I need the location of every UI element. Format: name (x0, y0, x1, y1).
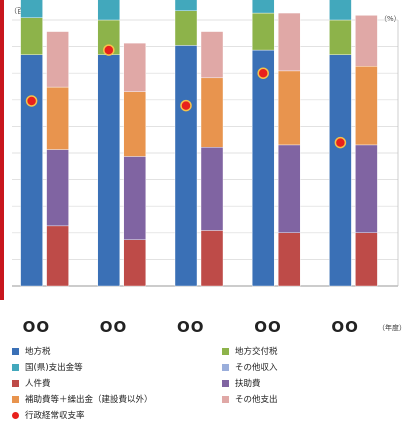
bar-segment (97, 0, 121, 21)
legend-swatch (12, 347, 19, 355)
legend-item: 国(県)支出金等 (12, 361, 83, 373)
ratio-point (180, 99, 192, 112)
legend-item: 扶助費 (222, 377, 261, 389)
bar-segment (174, 0, 198, 11)
bar-segment (20, 17, 43, 55)
bar-segment (174, 45, 198, 287)
legend-item: その他支出 (222, 393, 278, 405)
legend-marker-dot (12, 411, 19, 419)
pct-axis-unit-label: （%） (380, 15, 401, 23)
bar-segment (355, 66, 378, 146)
legend-swatch (12, 379, 19, 387)
bar-segment (123, 156, 147, 240)
legend-swatch (222, 363, 229, 371)
bar-segment (123, 91, 147, 157)
bar-segment (46, 86, 69, 150)
legend-label: 補助費等＋繰出金（建設費以外） (25, 395, 153, 405)
x-tick-label: OO (331, 318, 359, 336)
bar-segment (46, 31, 69, 88)
x-tick-label: OO (177, 318, 205, 336)
bar-segment (329, 54, 352, 287)
bar-segment (251, 12, 275, 51)
bar-segment (46, 149, 69, 227)
bar-segment (200, 77, 224, 148)
bar-segment (355, 232, 378, 287)
legend-item: 行政経常収支率 (12, 409, 85, 421)
ratio-point (257, 67, 269, 79)
legend-swatch (222, 379, 229, 387)
legend-item: 地方税 (12, 345, 51, 357)
bar-segment (278, 232, 301, 287)
legend-item: 地方交付税 (222, 345, 278, 357)
legend-label: 人件費 (25, 379, 51, 389)
bar-segment (355, 15, 378, 67)
legend-swatch (12, 395, 19, 403)
legend-swatch (222, 395, 229, 403)
x-axis-unit-label: （年度） (378, 324, 406, 332)
bar-segment (251, 49, 275, 287)
bar-segment (355, 144, 378, 233)
legend-label: 国(県)支出金等 (25, 363, 83, 373)
bar-segment (123, 42, 147, 92)
bar-segment (174, 10, 198, 46)
bar-segment (278, 144, 301, 233)
legend-label: 地方交付税 (235, 347, 278, 357)
bar-segment (123, 239, 147, 287)
legend-item: 人件費 (12, 377, 51, 389)
accent-bar (0, 0, 4, 300)
x-tick-label: OO (254, 318, 282, 336)
bar-segment (200, 230, 224, 287)
legend-swatch (12, 363, 19, 371)
legend-swatch (222, 347, 229, 355)
legend-label: 扶助費 (235, 379, 261, 389)
bar-segment (200, 147, 224, 231)
bar-segment (20, 54, 43, 287)
bar-segment (278, 12, 301, 72)
ratio-point (334, 136, 347, 149)
legend-label: その他支出 (235, 395, 278, 405)
bar-segment (20, 0, 43, 18)
ratio-point (25, 95, 38, 107)
bar-segment (46, 225, 69, 287)
legend-label: 行政経常収支率 (25, 411, 85, 421)
legend-label: 地方税 (25, 347, 51, 357)
legend-item: その他収入 (222, 361, 278, 373)
legend-label: その他収入 (235, 363, 278, 373)
bar-segment (278, 70, 301, 146)
legend-item: 補助費等＋繰出金（建設費以外） (12, 393, 153, 405)
x-tick-label: OO (22, 318, 51, 336)
bar-segment (329, 0, 352, 21)
ratio-point (103, 44, 115, 56)
bar-segment (97, 54, 121, 287)
bar-segment (251, 0, 275, 14)
bar-segment (329, 19, 352, 55)
bar-segment (200, 31, 224, 79)
x-tick-label: OO (99, 318, 128, 336)
